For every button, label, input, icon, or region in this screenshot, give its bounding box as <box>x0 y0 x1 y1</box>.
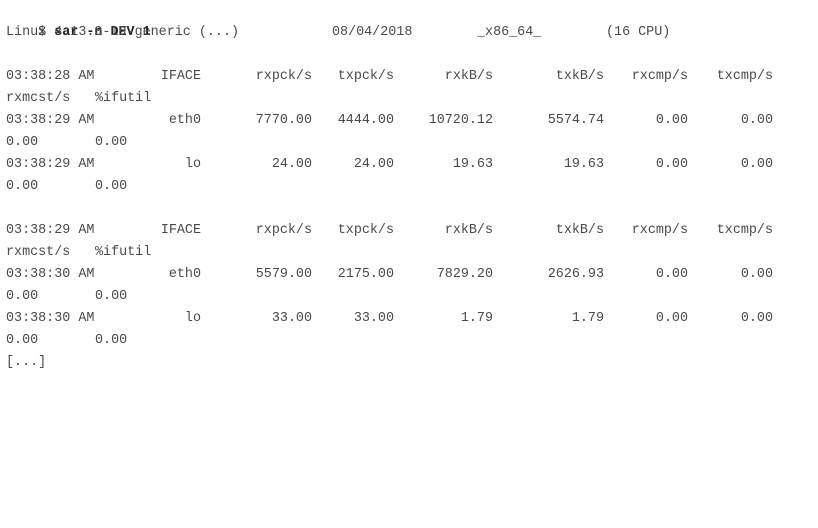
stats-header-wrap: rxmcst/s %ifutil <box>6 242 812 264</box>
row-rxpck: 7770.00 <box>255 113 312 128</box>
stats-row: 03:38:29 AM lo 24.00 24.00 19.63 19.63 0… <box>6 154 812 176</box>
row-ifutil: 0.00 <box>95 333 128 348</box>
row-rxcmp: 0.00 <box>655 113 688 128</box>
stats-row: 03:38:29 AM eth0 7770.00 4444.00 10720.1… <box>6 110 812 132</box>
row-txpck: 33.00 <box>353 311 394 326</box>
header-txpck: txpck/s <box>337 69 394 84</box>
row-txpck: 24.00 <box>353 157 394 172</box>
row-iface: eth0 <box>168 267 201 282</box>
row-time: 03:38:30 AM <box>6 311 95 326</box>
header-time: 03:38:29 AM <box>6 223 95 238</box>
row-ifutil: 0.00 <box>95 135 128 150</box>
command-line: $ sar -n DEV 1 <box>6 0 151 40</box>
row-rxkb: 19.63 <box>452 157 493 172</box>
row-time: 03:38:30 AM <box>6 267 95 282</box>
stats-header-wrap: rxmcst/s %ifutil <box>6 88 812 110</box>
row-txcmp: 0.00 <box>740 157 773 172</box>
row-rxmcst: 0.00 <box>6 333 39 348</box>
row-rxkb: 10720.12 <box>428 113 493 128</box>
row-rxkb: 7829.20 <box>436 267 493 282</box>
stats-row-wrap: 0.00 0.00 <box>6 132 812 154</box>
output-truncated-marker: [...] <box>6 355 47 370</box>
row-time: 03:38:29 AM <box>6 157 95 172</box>
row-time: 03:38:29 AM <box>6 113 95 128</box>
row-rxmcst: 0.00 <box>6 135 39 150</box>
row-rxpck: 5579.00 <box>255 267 312 282</box>
row-txcmp: 0.00 <box>740 311 773 326</box>
header-iface: IFACE <box>160 223 201 238</box>
stats-row: 03:38:30 AM lo 33.00 33.00 1.79 1.79 0.0… <box>6 308 812 330</box>
sysinfo-arch: _x86_64_ <box>477 25 542 40</box>
row-rxcmp: 0.00 <box>655 267 688 282</box>
header-rxpck: rxpck/s <box>255 223 312 238</box>
row-rxcmp: 0.00 <box>655 311 688 326</box>
header-rxkb: rxkB/s <box>444 69 493 84</box>
row-txkb: 1.79 <box>571 311 604 326</box>
row-iface: lo <box>184 157 201 172</box>
header-rxmcst: rxmcst/s <box>6 91 71 106</box>
row-ifutil: 0.00 <box>95 289 128 304</box>
stats-header-row: 03:38:29 AM IFACE rxpck/s txpck/s rxkB/s… <box>6 220 812 242</box>
row-rxmcst: 0.00 <box>6 289 39 304</box>
row-txcmp: 0.00 <box>740 267 773 282</box>
row-rxpck: 24.00 <box>271 157 312 172</box>
stats-header-row: 03:38:28 AM IFACE rxpck/s txpck/s rxkB/s… <box>6 66 812 88</box>
sysinfo-date: 08/04/2018 <box>332 25 413 40</box>
header-txkb: txkB/s <box>555 223 604 238</box>
header-txcmp: txcmp/s <box>716 69 773 84</box>
header-ifutil: %ifutil <box>95 245 152 260</box>
row-txkb: 2626.93 <box>547 267 604 282</box>
row-iface: lo <box>184 311 201 326</box>
stats-row-wrap: 0.00 0.00 <box>6 286 812 308</box>
row-rxkb: 1.79 <box>460 311 493 326</box>
command-text: sar -n DEV 1 <box>54 25 151 40</box>
row-txkb: 19.63 <box>563 157 604 172</box>
row-rxcmp: 0.00 <box>655 157 688 172</box>
header-rxkb: rxkB/s <box>444 223 493 238</box>
stats-row: 03:38:30 AM eth0 5579.00 2175.00 7829.20… <box>6 264 812 286</box>
header-iface: IFACE <box>160 69 201 84</box>
terminal-output: $ sar -n DEV 1 Linux 4.13.0-19-generic (… <box>6 0 812 443</box>
row-rxpck: 33.00 <box>271 311 312 326</box>
header-rxcmp: rxcmp/s <box>631 69 688 84</box>
header-txkb: txkB/s <box>555 69 604 84</box>
row-ifutil: 0.00 <box>95 179 128 194</box>
stats-row-wrap: 0.00 0.00 <box>6 176 812 198</box>
stats-row-wrap: 0.00 0.00 <box>6 330 812 352</box>
row-txcmp: 0.00 <box>740 113 773 128</box>
header-txpck: txpck/s <box>337 223 394 238</box>
header-txcmp: txcmp/s <box>716 223 773 238</box>
header-rxmcst: rxmcst/s <box>6 245 71 260</box>
header-rxcmp: rxcmp/s <box>631 223 688 238</box>
header-rxpck: rxpck/s <box>255 69 312 84</box>
sysinfo-line: Linux 4.13.0-19-generic (...) 08/04/2018… <box>6 22 812 44</box>
sysinfo-cpus: (16 CPU) <box>606 25 671 40</box>
row-txpck: 2175.00 <box>337 267 394 282</box>
sysinfo-os: Linux 4.13.0-19-generic (...) <box>6 25 240 40</box>
row-iface: eth0 <box>168 113 201 128</box>
row-txpck: 4444.00 <box>337 113 394 128</box>
header-time: 03:38:28 AM <box>6 69 95 84</box>
row-txkb: 5574.74 <box>547 113 604 128</box>
row-rxmcst: 0.00 <box>6 179 39 194</box>
header-ifutil: %ifutil <box>95 91 152 106</box>
prompt-symbol: $ <box>38 25 55 40</box>
